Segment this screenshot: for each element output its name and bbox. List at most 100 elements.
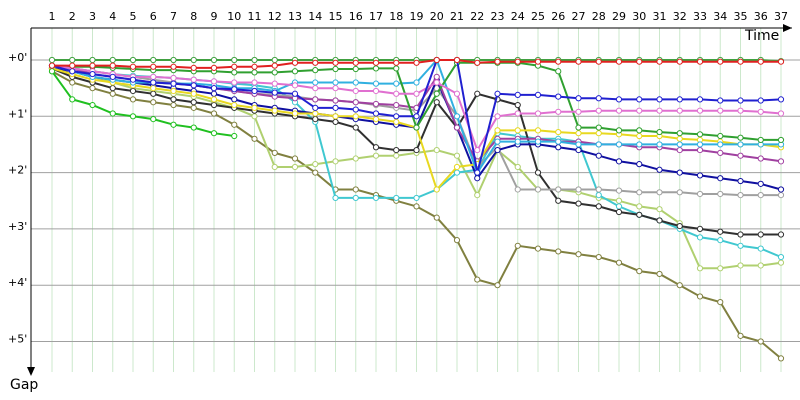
point <box>615 107 623 114</box>
x-tick-label: 18 <box>389 10 403 23</box>
point <box>69 56 76 64</box>
point <box>474 146 481 154</box>
point <box>757 97 764 104</box>
point <box>717 107 724 114</box>
point <box>271 149 278 156</box>
x-tick-label: 22 <box>470 10 484 23</box>
point <box>494 58 501 65</box>
point <box>352 186 359 193</box>
x-tick-label: 21 <box>450 10 464 23</box>
point <box>676 146 683 154</box>
point <box>656 217 663 224</box>
point <box>231 79 238 86</box>
point <box>372 110 380 117</box>
point <box>636 58 643 65</box>
point <box>555 138 562 145</box>
x-tick-label: 33 <box>693 10 707 23</box>
y-tick-label: +1' <box>8 107 27 120</box>
point <box>615 96 623 103</box>
point <box>534 91 542 99</box>
point <box>757 231 764 238</box>
point <box>717 141 724 148</box>
point <box>231 101 238 109</box>
point <box>636 96 643 103</box>
point <box>352 59 359 66</box>
point <box>291 68 299 75</box>
point <box>737 134 744 141</box>
point <box>210 78 218 85</box>
point <box>737 231 744 238</box>
point <box>717 132 724 140</box>
point <box>271 56 278 64</box>
point <box>534 169 542 176</box>
point <box>453 237 461 244</box>
point <box>413 79 420 86</box>
point <box>332 85 339 92</box>
x-tick-label: 14 <box>308 10 322 23</box>
point <box>352 65 359 73</box>
point <box>312 67 319 74</box>
point <box>109 62 116 69</box>
x-tick-label: 7 <box>170 10 177 23</box>
point <box>717 97 724 104</box>
x-tick-label: 35 <box>734 10 748 23</box>
point <box>89 85 96 92</box>
point <box>676 58 683 65</box>
x-tick-label: 3 <box>89 10 96 23</box>
point <box>312 161 319 168</box>
point <box>150 99 157 106</box>
point <box>595 152 602 159</box>
point <box>636 203 643 210</box>
point <box>372 80 380 87</box>
point <box>393 80 400 87</box>
point <box>129 63 137 70</box>
point <box>534 58 542 65</box>
point <box>514 91 521 99</box>
x-tick-label: 8 <box>190 10 197 23</box>
point <box>595 203 602 210</box>
point <box>332 104 339 111</box>
point <box>595 58 602 65</box>
point <box>312 79 319 86</box>
point <box>170 121 177 128</box>
point <box>89 62 96 69</box>
y-axis-title: Gap <box>10 377 38 393</box>
point <box>129 113 137 120</box>
point <box>393 152 400 159</box>
point <box>636 189 643 196</box>
point <box>89 70 96 78</box>
point <box>150 90 157 97</box>
point <box>69 79 76 86</box>
point <box>676 169 683 176</box>
x-tick-label: 25 <box>531 10 545 23</box>
point <box>534 110 542 117</box>
point <box>615 127 623 134</box>
point <box>615 158 623 165</box>
point <box>494 127 501 134</box>
point <box>291 163 299 171</box>
point <box>170 56 177 64</box>
x-tick-label: 11 <box>248 10 262 23</box>
point <box>453 56 461 64</box>
point <box>150 73 157 80</box>
point <box>615 208 623 216</box>
point <box>575 186 582 193</box>
point <box>737 107 744 114</box>
point <box>555 197 562 204</box>
point <box>170 87 177 95</box>
point <box>332 113 339 120</box>
point <box>757 245 764 252</box>
point <box>150 56 157 64</box>
point <box>575 58 582 65</box>
point <box>251 69 258 76</box>
point <box>69 68 76 75</box>
point <box>575 124 582 131</box>
point <box>352 113 359 120</box>
point <box>332 59 339 66</box>
point <box>595 141 602 148</box>
y-tick-label: +5' <box>8 333 27 346</box>
point <box>474 169 481 176</box>
point <box>656 128 663 136</box>
point <box>777 136 785 144</box>
point <box>696 58 704 65</box>
